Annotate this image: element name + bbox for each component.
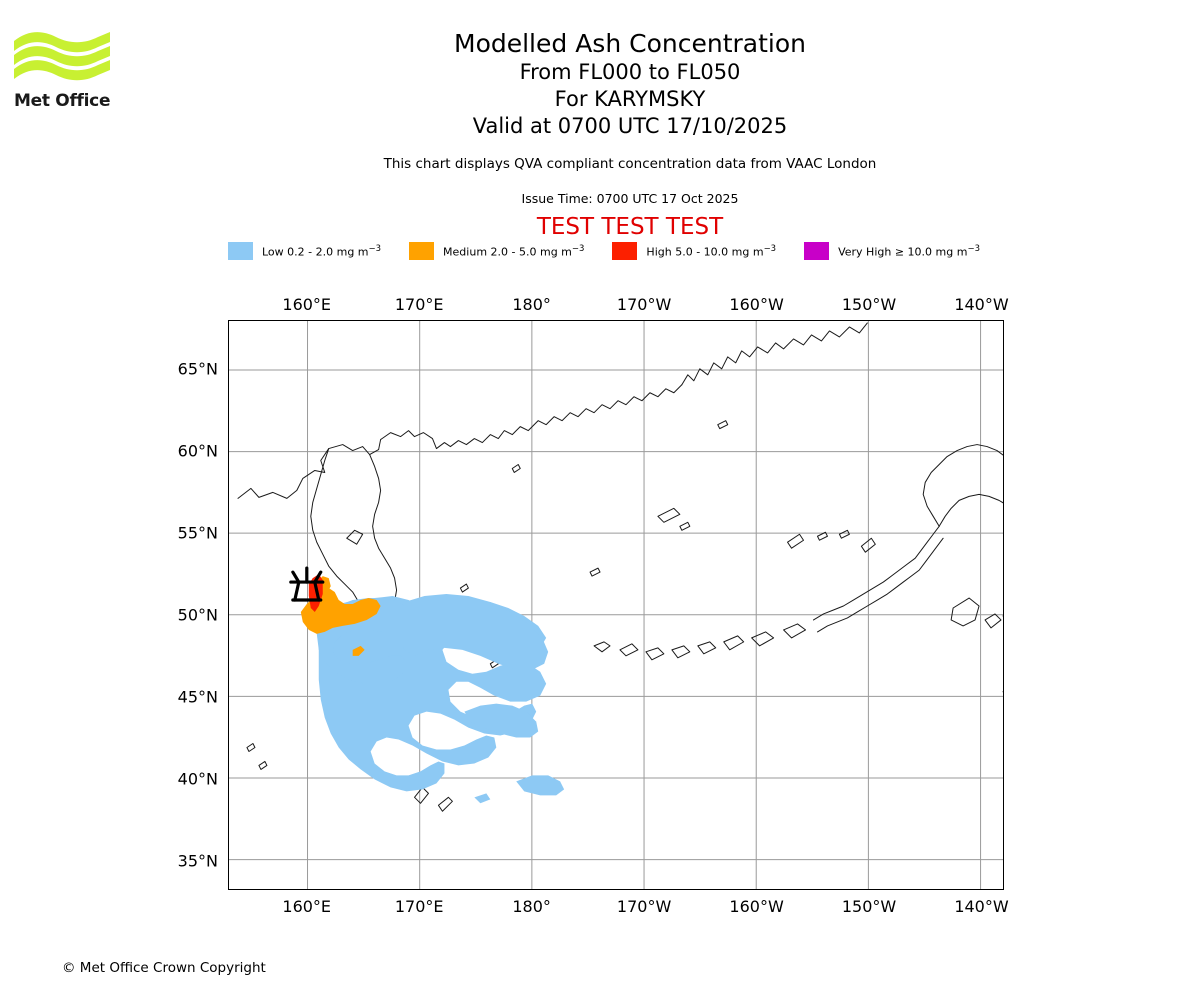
legend-label-low: Low 0.2 - 2.0 mg m−3 bbox=[262, 243, 382, 259]
lat-tick: 55°N bbox=[177, 523, 218, 543]
lon-tick-top: 170°E bbox=[394, 295, 444, 314]
legend-swatch-medium bbox=[409, 242, 435, 260]
valid-time: Valid at 0700 UTC 17/10/2025 bbox=[472, 114, 788, 138]
issue-time: Issue Time: 0700 UTC 17 Oct 2025 bbox=[521, 191, 739, 206]
ash-concentration-map bbox=[228, 320, 1004, 890]
chart-note: This chart displays QVA compliant concen… bbox=[383, 156, 877, 172]
lon-tick-top: 160°E bbox=[282, 295, 332, 314]
met-office-logo: Met Office bbox=[14, 28, 124, 118]
lat-tick: 60°N bbox=[177, 441, 218, 461]
coastlines bbox=[237, 322, 1003, 812]
legend-label-high: High 5.0 - 10.0 mg m−3 bbox=[646, 243, 777, 259]
lon-tick-bottom: 180° bbox=[512, 897, 551, 916]
map-canvas bbox=[229, 321, 1003, 889]
ash-plume-low bbox=[316, 594, 565, 804]
met-office-wave-icon bbox=[14, 32, 110, 81]
volcano-marker-icon bbox=[289, 566, 325, 602]
lat-tick: 45°N bbox=[177, 687, 218, 707]
lon-tick-top: 150°W bbox=[841, 295, 897, 314]
legend-label-very-high: Very High ≥ 10.0 mg m−3 bbox=[838, 243, 980, 259]
lon-tick-bottom: 160°W bbox=[729, 897, 784, 916]
lon-tick-bottom: 150°W bbox=[841, 897, 897, 916]
legend-item-medium: Medium 2.0 - 5.0 mg m−3 bbox=[409, 242, 584, 260]
legend-item-low: Low 0.2 - 2.0 mg m−3 bbox=[228, 242, 381, 260]
lat-tick: 50°N bbox=[177, 605, 218, 625]
lat-tick: 35°N bbox=[177, 851, 218, 871]
title-block: Modelled Ash Concentration From FL000 to… bbox=[130, 28, 1130, 140]
lat-tick: 65°N bbox=[177, 359, 218, 379]
lon-tick-top: 140°W bbox=[954, 295, 1009, 314]
lon-tick-bottom: 170°E bbox=[394, 897, 444, 916]
lon-tick-bottom: 170°W bbox=[616, 897, 672, 916]
legend-item-very-high: Very High ≥ 10.0 mg m−3 bbox=[804, 242, 980, 260]
page-title: Modelled Ash Concentration bbox=[454, 29, 806, 58]
met-office-logo-text: Met Office bbox=[14, 91, 111, 111]
copyright-notice: © Met Office Crown Copyright bbox=[62, 960, 266, 976]
legend-swatch-very-high bbox=[804, 242, 830, 260]
legend-item-high: High 5.0 - 10.0 mg m−3 bbox=[612, 242, 776, 260]
lon-tick-bottom: 140°W bbox=[954, 897, 1009, 916]
legend-swatch-high bbox=[612, 242, 638, 260]
lon-tick-top: 160°W bbox=[729, 295, 784, 314]
test-banner: TEST TEST TEST bbox=[536, 214, 724, 240]
legend-swatch-low bbox=[228, 242, 253, 260]
legend-label-medium: Medium 2.0 - 5.0 mg m−3 bbox=[443, 243, 585, 259]
volcano-name: For KARYMSKY bbox=[554, 87, 706, 111]
flight-level-range: From FL000 to FL050 bbox=[519, 60, 741, 84]
concentration-legend: Low 0.2 - 2.0 mg m−3 Medium 2.0 - 5.0 mg … bbox=[228, 241, 1004, 261]
lat-tick: 40°N bbox=[177, 769, 218, 789]
lon-tick-bottom: 160°E bbox=[282, 897, 332, 916]
lon-tick-top: 170°W bbox=[616, 295, 672, 314]
lon-tick-top: 180° bbox=[512, 295, 551, 314]
